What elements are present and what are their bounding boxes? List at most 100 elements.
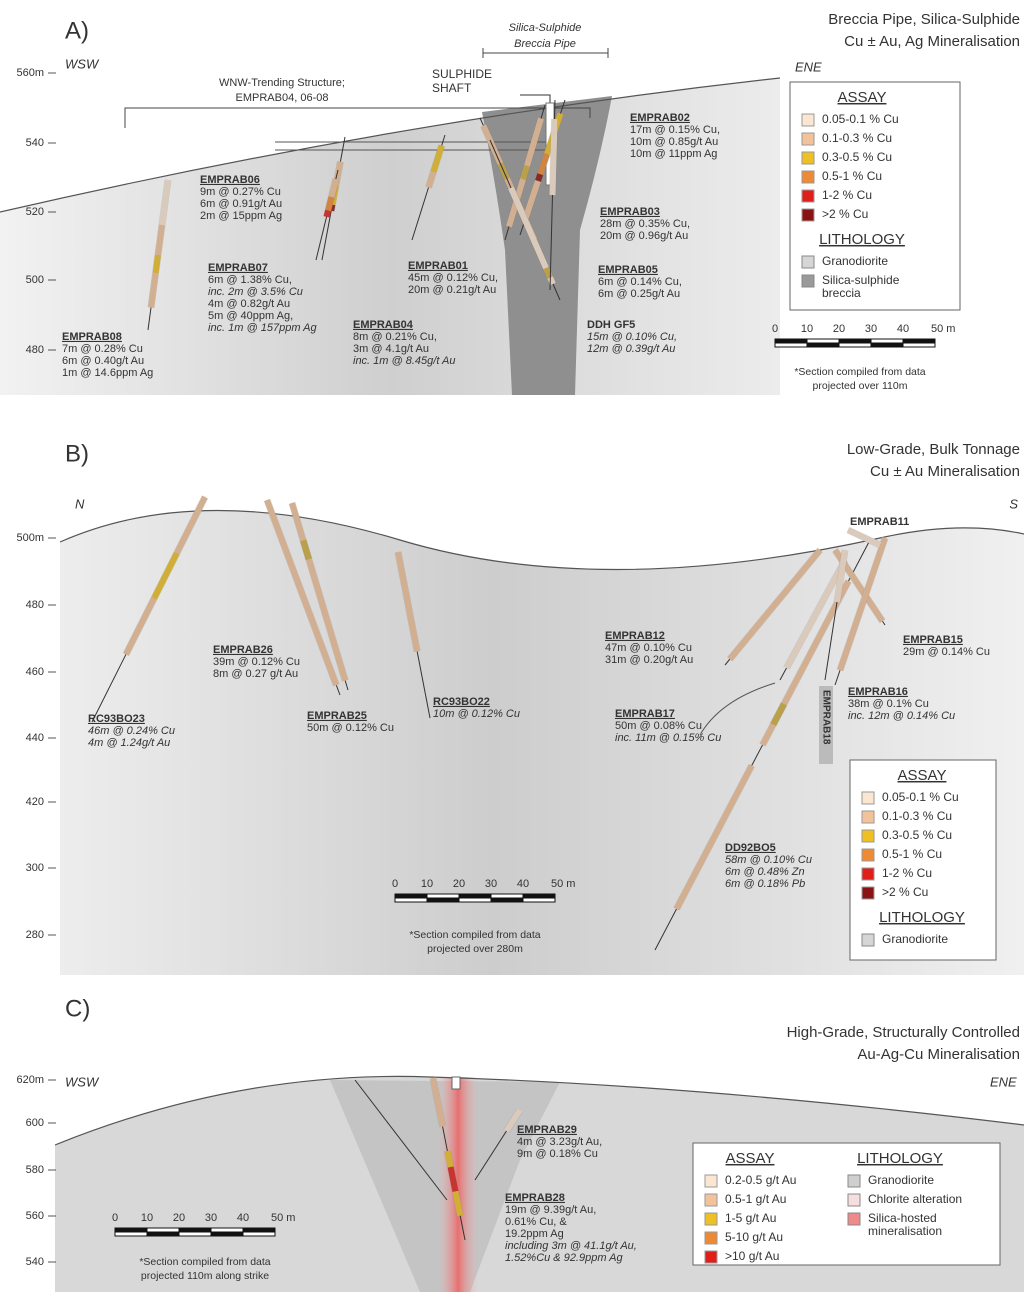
scale-segment xyxy=(870,338,904,344)
assay-interval xyxy=(444,1150,454,1168)
scale-label: 0 xyxy=(772,323,778,335)
shaft-label: SULPHIDE xyxy=(432,67,492,81)
hole-name: EMPRAB06 xyxy=(200,174,260,186)
hole-name: EMPRAB17 xyxy=(615,708,675,720)
assay-outline xyxy=(507,186,557,286)
hole-assay: 38m @ 0.1% Cu xyxy=(848,698,929,710)
legend-swatch xyxy=(801,132,815,146)
scale-segment xyxy=(806,342,840,348)
hole-assay: 1.52%Cu & 92.9ppm Ag xyxy=(505,1252,623,1264)
scale-label: 20 xyxy=(453,878,465,890)
panel-label: A) xyxy=(65,17,89,44)
hole-assay: 6m @ 0.14% Cu, xyxy=(598,276,682,288)
assay-outline xyxy=(429,1077,447,1128)
hole-name: EMPRAB01 xyxy=(408,260,468,272)
legend-label: Silica-sulphide xyxy=(822,273,900,287)
legend-label: >2 % Cu xyxy=(822,207,868,221)
assay-outline xyxy=(154,224,166,256)
assay-interval xyxy=(425,170,437,189)
scale-segment xyxy=(146,1227,180,1233)
hole-name: RC93BO23 xyxy=(88,713,145,725)
legend-label: mineralisation xyxy=(868,1224,942,1238)
hole-assay: inc. 2m @ 3.5% Cu xyxy=(208,286,303,298)
scale-label: 20 xyxy=(833,323,845,335)
legend-swatch xyxy=(847,1193,861,1207)
scale-segment xyxy=(394,893,428,899)
hole-name: EMPRAB12 xyxy=(605,630,665,642)
assay-interval xyxy=(323,209,332,218)
hole-assay: 12m @ 0.39g/t Au xyxy=(587,343,675,355)
assay-outline xyxy=(759,579,852,747)
elevation-label: 540 xyxy=(26,137,44,149)
assay-interval xyxy=(673,764,755,911)
hole-assay: inc. 1m @ 157ppm Ag xyxy=(208,322,317,334)
hole-assay: 2m @ 15ppm Ag xyxy=(200,210,282,222)
direction: WSW xyxy=(65,1074,100,1089)
elevation-label: 280 xyxy=(26,929,44,941)
assay-outline xyxy=(846,526,882,549)
assay-outline xyxy=(521,179,542,223)
scale-segment xyxy=(114,1231,148,1237)
legend-swatch xyxy=(704,1193,718,1207)
legend-swatch xyxy=(801,208,815,222)
elevation-label: 500 xyxy=(26,274,44,286)
surface xyxy=(0,77,781,213)
legend-swatch xyxy=(861,829,875,843)
legend-swatch xyxy=(861,867,875,881)
assay-interval xyxy=(328,178,339,198)
assay-outline xyxy=(505,117,545,228)
scale-label: 50 m xyxy=(931,323,955,335)
hole-assay: 10m @ 0.12% Cu xyxy=(433,708,520,720)
assay-interval xyxy=(834,549,848,603)
assay-interval xyxy=(837,537,888,672)
assay-outline xyxy=(323,209,332,218)
elevation-label: 560m xyxy=(16,67,44,79)
scale-segment xyxy=(838,342,872,348)
elevation-label: 300 xyxy=(26,862,44,874)
hole-assay: 5m @ 40ppm Ag, xyxy=(208,310,293,322)
elevation-label: 620m xyxy=(16,1074,44,1086)
legend-label: Chlorite alteration xyxy=(868,1192,962,1206)
hole-assay: 19m @ 9.39g/t Au, xyxy=(505,1204,596,1216)
assay-interval xyxy=(549,118,558,196)
panel-title: Au-Ag-Cu Mineralisation xyxy=(857,1046,1020,1063)
scale-segment xyxy=(210,1231,244,1237)
hole-assay: 50m @ 0.12% Cu xyxy=(307,722,394,734)
scale-segment xyxy=(210,1227,244,1233)
legend-swatch xyxy=(801,113,815,127)
assay-outline xyxy=(542,266,554,280)
panel-title: Cu ± Au, Ag Mineralisation xyxy=(844,33,1020,50)
hole-assay: 4m @ 3.23g/t Au, xyxy=(517,1136,602,1148)
assay-interval xyxy=(727,548,823,662)
assay-interval xyxy=(152,254,161,274)
scale-segment xyxy=(114,1227,148,1233)
assay-interval xyxy=(155,224,165,256)
legend-title: ASSAY xyxy=(898,767,947,784)
scale-label: 40 xyxy=(237,1212,249,1224)
assay-interval xyxy=(447,1166,459,1192)
legend-label: 1-2 % Cu xyxy=(882,866,932,880)
assay-outline xyxy=(151,551,180,600)
legend-label: Granodiorite xyxy=(882,932,948,946)
leader-arrow xyxy=(699,682,776,736)
assay-interval xyxy=(770,702,787,726)
hole-assay: 9m @ 0.18% Cu xyxy=(517,1148,598,1160)
assay-outline xyxy=(451,1190,464,1217)
hole-assay: 20m @ 0.21g/t Au xyxy=(408,284,496,296)
scale-segment xyxy=(522,893,556,899)
hole-assay: 17m @ 0.15% Cu, xyxy=(630,124,720,136)
assay-outline xyxy=(447,1166,459,1193)
hole-assay: 58m @ 0.10% Cu xyxy=(725,854,812,866)
hole-assay: inc. 11m @ 0.15% Cu xyxy=(615,732,721,744)
scale-segment xyxy=(178,1227,212,1233)
note: *Section compiled from data xyxy=(139,1256,270,1268)
scale-segment xyxy=(806,338,840,344)
legend-swatch xyxy=(861,886,875,900)
hole-assay: 6m @ 0.18% Pb xyxy=(725,878,805,890)
scale-label: 10 xyxy=(141,1212,153,1224)
scale-segment xyxy=(146,1231,180,1237)
elevation-label: 440 xyxy=(26,732,44,744)
scale-label: 0 xyxy=(392,878,398,890)
hole-name: RC93BO22 xyxy=(433,696,490,708)
